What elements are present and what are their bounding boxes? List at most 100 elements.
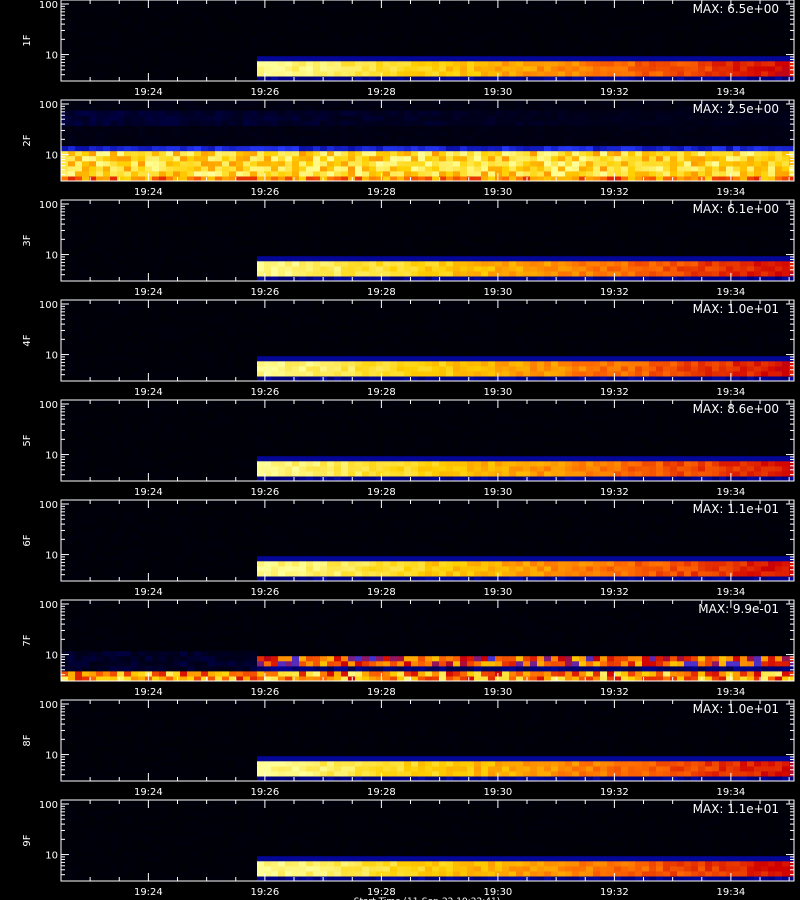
heatmap-cell [376, 240, 384, 247]
heatmap-cell [215, 55, 223, 62]
heatmap-cell [474, 160, 482, 167]
heatmap-cell [173, 65, 181, 72]
heatmap-cell [152, 25, 160, 31]
heatmap-cell [523, 20, 531, 26]
heatmap-cell [327, 155, 335, 162]
heatmap-cell [243, 50, 251, 57]
heatmap-cell [124, 165, 132, 172]
heatmap-cell [355, 255, 363, 262]
heatmap-cell [348, 235, 356, 241]
heatmap-cell [355, 5, 363, 11]
heatmap-cell [278, 105, 286, 111]
heatmap-cell [572, 250, 580, 257]
heatmap-cell [530, 150, 538, 157]
heatmap-cell [334, 50, 342, 57]
heatmap-cell [425, 170, 433, 177]
heatmap-cell [243, 20, 251, 26]
heatmap-cell [551, 225, 559, 231]
heatmap-cell [628, 155, 636, 162]
heatmap-cell [201, 270, 209, 277]
heatmap-cell [355, 60, 363, 67]
heatmap-cell [390, 5, 398, 11]
heatmap-cell [110, 140, 118, 147]
heatmap-cell [390, 175, 398, 181]
heatmap-cell [719, 30, 727, 36]
heatmap-cell [516, 160, 524, 167]
heatmap-cell [117, 170, 125, 177]
heatmap-cell [243, 245, 251, 252]
heatmap-cell [439, 120, 447, 126]
heatmap-cell [243, 230, 251, 236]
heatmap-cell [138, 100, 146, 106]
heatmap-cell [271, 170, 279, 177]
heatmap-cell [516, 230, 524, 236]
heatmap-cell [103, 205, 111, 211]
heatmap-cell [201, 10, 209, 16]
heatmap-cell [320, 160, 328, 167]
heatmap-cell [467, 100, 475, 106]
heatmap-cell [68, 230, 76, 236]
heatmap-cell [278, 155, 286, 162]
heatmap-cell [579, 130, 587, 136]
heatmap-cell [614, 170, 622, 177]
heatmap-cell [236, 140, 244, 147]
heatmap-cell [621, 210, 629, 216]
heatmap-cell [502, 40, 510, 47]
heatmap-cell [712, 35, 720, 41]
heatmap-cell [579, 155, 587, 162]
heatmap-cell [467, 265, 475, 272]
heatmap-cell [376, 160, 384, 167]
heatmap-cell [537, 205, 545, 211]
heatmap-cell [733, 135, 741, 141]
heatmap-cell [733, 70, 741, 77]
heatmap-cell [656, 240, 664, 247]
heatmap-cell [621, 200, 629, 206]
heatmap-cell [439, 220, 447, 226]
heatmap-cell [61, 215, 69, 221]
heatmap-cell [621, 225, 629, 231]
heatmap-cell [250, 225, 258, 231]
heatmap-cell [740, 165, 748, 172]
heatmap-cell [355, 135, 363, 141]
heatmap-cell [341, 75, 349, 81]
heatmap-cell [110, 105, 118, 111]
heatmap-cell [432, 45, 440, 52]
heatmap-cell [89, 60, 97, 67]
heatmap-cell [306, 150, 314, 157]
heatmap-cell [292, 215, 300, 221]
heatmap-cell [187, 230, 195, 236]
heatmap-cell [208, 60, 216, 67]
heatmap-cell [551, 175, 559, 181]
heatmap-cell [404, 0, 412, 6]
heatmap-cell [488, 50, 496, 57]
heatmap-cell [495, 150, 503, 157]
heatmap-cell [369, 170, 377, 177]
heatmap-cell [257, 160, 265, 167]
heatmap-cell [222, 130, 230, 136]
heatmap-cell [614, 260, 622, 267]
heatmap-cell [649, 175, 657, 181]
heatmap-cell [663, 230, 671, 236]
heatmap-cell [159, 50, 167, 57]
heatmap-cell [495, 175, 503, 181]
heatmap-cell [453, 210, 461, 216]
heatmap-cell [271, 160, 279, 167]
heatmap-cell [89, 100, 97, 106]
heatmap-cell [628, 105, 636, 111]
heatmap-cell [691, 115, 699, 121]
heatmap-cell [495, 220, 503, 226]
heatmap-cell [369, 65, 377, 72]
heatmap-cell [201, 265, 209, 272]
heatmap-cell [572, 155, 580, 162]
heatmap-cell [677, 65, 685, 72]
heatmap-cell [61, 40, 69, 47]
heatmap-cell [292, 160, 300, 167]
heatmap-cell [166, 245, 174, 252]
heatmap-cell [145, 235, 153, 241]
heatmap-cell [194, 75, 202, 81]
heatmap-cell [635, 5, 643, 11]
heatmap-cell [474, 225, 482, 231]
heatmap-cell [152, 205, 160, 211]
heatmap-cell [110, 120, 118, 126]
heatmap-cell [607, 205, 615, 211]
